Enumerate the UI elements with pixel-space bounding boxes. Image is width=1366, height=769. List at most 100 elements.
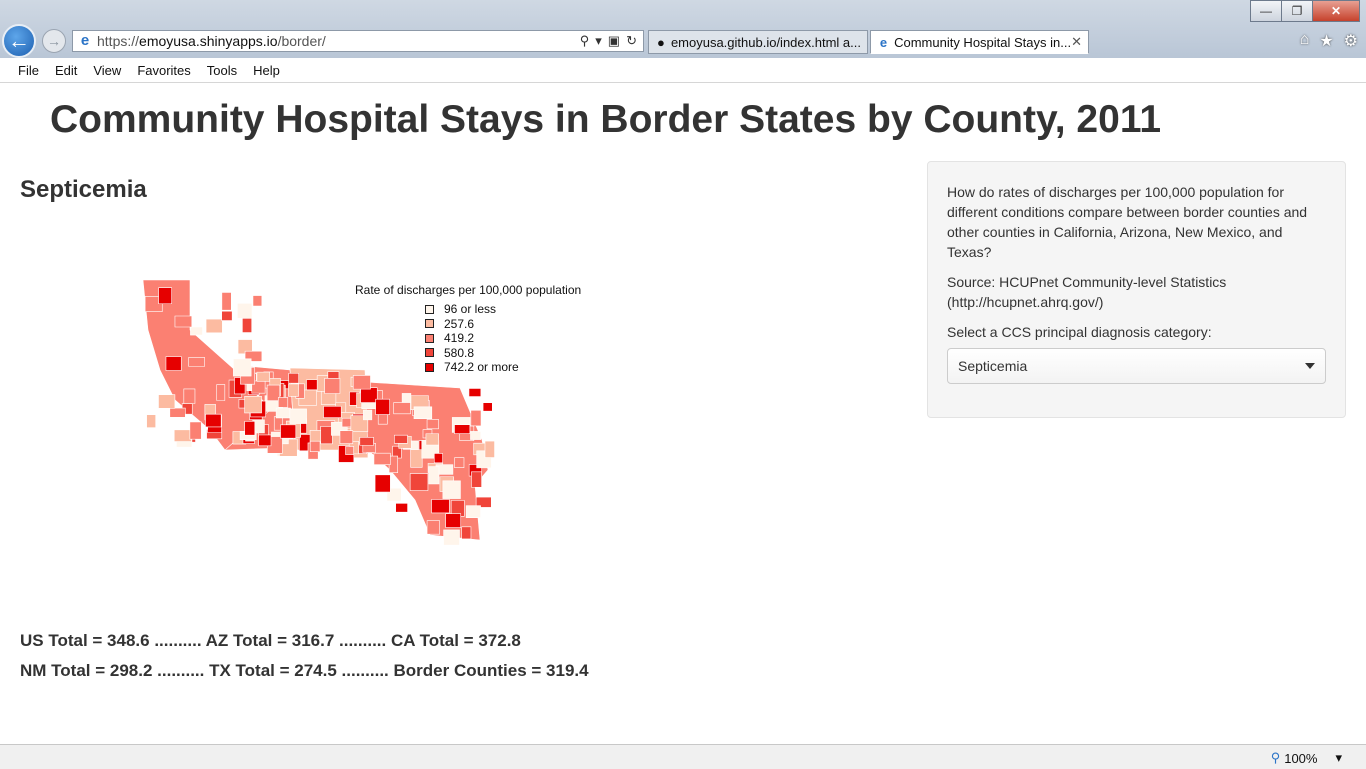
menu-favorites[interactable]: Favorites [137,62,191,78]
county-shape [426,419,439,430]
sidebar-source: Source: HCUPnet Community-level Statisti… [947,274,1227,310]
county-shape [339,430,354,444]
status-bar: ⚲ 100% ▾ [0,744,1366,769]
menu-view[interactable]: View [93,62,122,78]
county-shape [233,358,252,377]
back-button[interactable]: ← [2,24,36,58]
county-shape [468,388,482,397]
diagnosis-category-select[interactable]: Septicemia [947,348,1326,384]
county-shape [288,373,300,384]
chevron-down-icon [1305,363,1315,369]
county-shape [394,434,408,444]
county-shape [288,383,299,397]
menu-help[interactable]: Help [253,62,280,78]
county-shape [183,388,196,404]
close-tab-icon[interactable]: ✕ [1071,34,1082,49]
menu-file[interactable]: File [18,62,39,78]
legend-item: 257.6 [425,317,581,332]
county-shape [188,357,205,367]
close-window-icon[interactable]: ✕ [1312,0,1360,22]
county-shape [323,406,342,419]
county-shape [165,356,182,371]
county-shape [454,457,465,468]
county-shape [244,396,262,414]
legend-item: 96 or less [425,302,581,317]
map-legend: Rate of discharges per 100,000 populatio… [355,283,581,375]
lock-icon[interactable]: ▣ [607,33,621,48]
forward-button[interactable]: → [42,29,66,53]
zoom-icon: ⚲ [1270,750,1281,765]
county-shape [266,384,281,401]
totals-line-2: NM Total = 298.2 .......... TX Total = 2… [20,661,589,680]
tab-label: emoyusa.github.io/index.html a... [670,34,861,50]
county-shape [359,437,374,446]
zoom-control[interactable]: ⚲ 100% ▾ [1271,750,1342,766]
county-shape [258,434,272,447]
county-shape [431,499,450,514]
county-shape [158,287,172,305]
legend-item: 419.2 [425,331,581,346]
county-shape [373,452,391,465]
sidebar-panel: How do rates of discharges per 100,000 p… [927,161,1346,418]
totals-line-1: US Total = 348.6 .......... AZ Total = 3… [20,631,521,650]
county-shape [465,505,481,518]
legend-item: 580.8 [425,346,581,361]
menu-tools[interactable]: Tools [206,62,238,78]
county-shape [256,371,270,382]
county-choropleth-map [142,279,495,546]
minimize-icon[interactable]: — [1250,0,1282,22]
county-shape [205,318,223,334]
legend-label: 580.8 [444,345,475,360]
zoom-level: 100% [1284,750,1318,766]
county-shape [445,513,462,528]
tab-github[interactable]: ● emoyusa.github.io/index.html a... [648,30,868,54]
county-shape [252,295,263,307]
browser-tools: ⌂ ★ ⚙ [1300,31,1358,51]
county-shape [173,429,192,442]
condition-heading: Septicemia [20,176,147,203]
county-shape [375,398,390,415]
county-shape [158,394,176,409]
county-shape [388,455,398,474]
address-bar[interactable]: e https://emoyusa.shinyapps.io/border/ ⚲… [72,30,644,52]
county-shape [413,406,433,419]
ie-page-icon: e [80,32,90,49]
county-shape [324,377,341,394]
url-text[interactable]: https://emoyusa.shinyapps.io/border/ [97,33,326,49]
county-shape [320,426,333,445]
gear-icon[interactable]: ⚙ [1343,33,1358,50]
county-shape [395,503,408,513]
menu-edit[interactable]: Edit [54,62,78,78]
county-shape [280,424,297,439]
favorites-star-icon[interactable]: ★ [1319,33,1334,50]
github-icon: ● [657,34,665,50]
county-shape [475,496,492,508]
home-icon[interactable]: ⌂ [1299,31,1310,48]
tab-community-hospital[interactable]: e Community Hospital Stays in... ✕ [870,30,1089,54]
county-shape [244,421,256,436]
select-value: Septicemia [958,358,1028,374]
county-shape [189,421,202,440]
dropdown-arrow-icon[interactable]: ▾ [595,33,602,48]
refresh-icon[interactable]: ↻ [626,33,637,48]
county-shape [374,474,391,493]
county-shape [174,315,193,328]
legend-label: 96 or less [444,302,497,317]
county-shape [428,466,440,485]
county-shape [275,407,291,419]
county-shape [461,526,472,540]
maximize-icon[interactable]: ❐ [1281,0,1313,22]
legend-swatch [425,362,434,372]
legend-swatch [425,348,434,358]
county-shape [425,433,440,446]
county-shape [352,375,371,390]
zoom-dropdown-icon[interactable]: ▾ [1335,750,1342,765]
arrow-right-icon: → [47,33,61,49]
county-shape [454,424,471,434]
county-shape [471,471,482,488]
county-shape [442,480,461,499]
county-shape [205,413,222,428]
search-icon[interactable]: ⚲ [579,33,590,48]
address-tools: ⚲ ▾ ▣ ↻ [580,33,643,49]
county-shape [242,318,253,333]
